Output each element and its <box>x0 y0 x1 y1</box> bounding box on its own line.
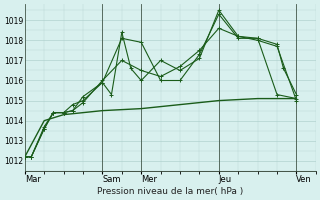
X-axis label: Pression niveau de la mer( hPa ): Pression niveau de la mer( hPa ) <box>97 187 244 196</box>
